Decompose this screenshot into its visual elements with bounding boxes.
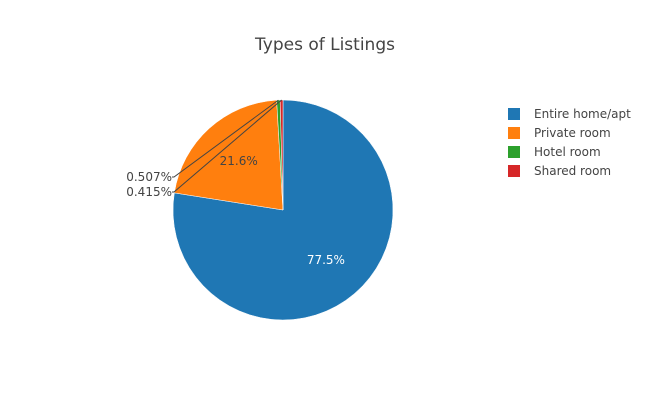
slice-label-private-room: 21.6% [220,154,258,168]
legend-label: Shared room [534,163,612,178]
legend-swatch [508,107,520,120]
legend-item-shared-room[interactable]: Shared room [508,161,631,180]
slice-label-hotel-room: 0.507% [126,170,172,184]
slice-label-entire-home-apt: 77.5% [307,253,345,267]
legend-item-hotel-room[interactable]: Hotel room [508,142,631,161]
chart-legend: Entire home/apt Private room Hotel room Sha… [508,104,631,180]
slice-label-shared-room: 0.415% [126,185,172,199]
pie-slice-shared-room[interactable] [279,99,284,211]
legend-label: Entire home/apt [534,106,631,121]
legend-swatch [508,145,520,158]
legend-item-private-room[interactable]: Private room [508,123,631,142]
legend-label: Private room [534,125,611,140]
chart-title: Types of Listings [254,35,395,55]
legend-item-entire-home-apt[interactable]: Entire home/apt [508,104,631,123]
pie-slice-private-room[interactable] [174,99,284,211]
legend-swatch [508,164,520,177]
leader-line-shared-room [172,99,282,193]
legend-swatch [508,126,520,139]
legend-label: Hotel room [534,144,601,159]
leader-line-hotel-room [172,99,279,178]
